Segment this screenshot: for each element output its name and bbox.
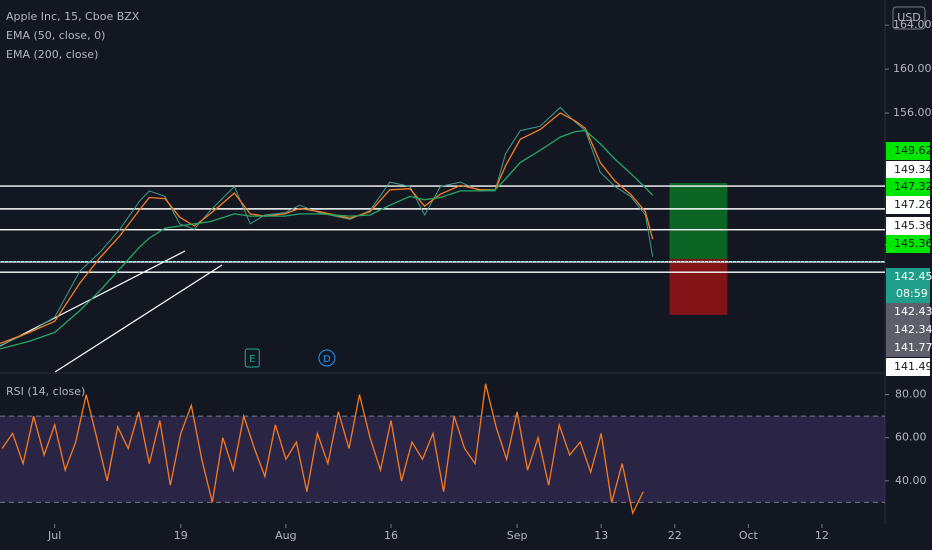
currency-box[interactable] [892,6,926,30]
price-label: 141.77 [894,341,932,354]
rsi-band [0,416,885,503]
rsi-title: RSI (14, close) [6,385,85,398]
price-label: 145.36 [894,237,932,250]
x-tick-label: Aug [275,529,296,542]
price-label-box [886,178,930,196]
price-label-box [886,303,930,321]
x-tick-label: 12 [815,529,829,542]
price-label: 149.62 [894,144,932,157]
price-label-box [886,161,930,179]
price-label: 147.32 [894,180,932,193]
rsi-tick-label: 60.00 [895,431,927,444]
price-label-box [886,339,930,357]
x-tick-label: 19 [174,529,188,542]
y-tick-label: 156.00 [893,106,932,119]
price-label-box [886,321,930,339]
target-zone [669,182,728,259]
price-label: 147.26 [894,198,932,211]
price-label: 142.45 [894,270,932,283]
price-label-box [886,235,930,253]
price-label: 149.34 [894,163,932,176]
price-label: 142.43 [894,305,932,318]
y-tick-label: 164.00 [893,18,932,31]
rsi-line [1,383,644,516]
price-label-box [886,217,930,235]
price-label-box [886,268,930,304]
price-label: 142.34 [894,323,932,336]
x-tick-label: 13 [594,529,608,542]
price-label: 145.36 [894,219,932,232]
event-marker [244,348,260,368]
x-tick-label: Jul [47,529,61,542]
countdown: 08:59 [896,287,928,300]
event-marker [318,349,336,367]
rsi-tick-label: 80.00 [895,388,927,401]
x-tick-label: Oct [739,529,759,542]
trend-line [54,264,223,373]
price-label: 141.49 [894,360,932,373]
y-tick-label: 160.00 [893,62,932,75]
rsi-tick-label: 40.00 [895,474,927,487]
price-label-box [886,196,930,214]
price-label-box [886,142,930,160]
x-tick-label: Sep [507,529,528,542]
event-label: D [323,354,331,365]
event-label: E [249,354,255,365]
x-tick-label: 22 [668,529,682,542]
currency[interactable]: USD [897,11,921,24]
study-legend: EMA (50, close, 0) [6,29,105,42]
x-tick-label: 16 [384,529,398,542]
study-legend: EMA (200, close) [6,48,98,61]
stop-zone [669,258,728,315]
price-label-box [886,358,930,376]
symbol-title: Apple Inc, 15, Cboe BZX [6,10,140,23]
price-series [0,129,654,350]
